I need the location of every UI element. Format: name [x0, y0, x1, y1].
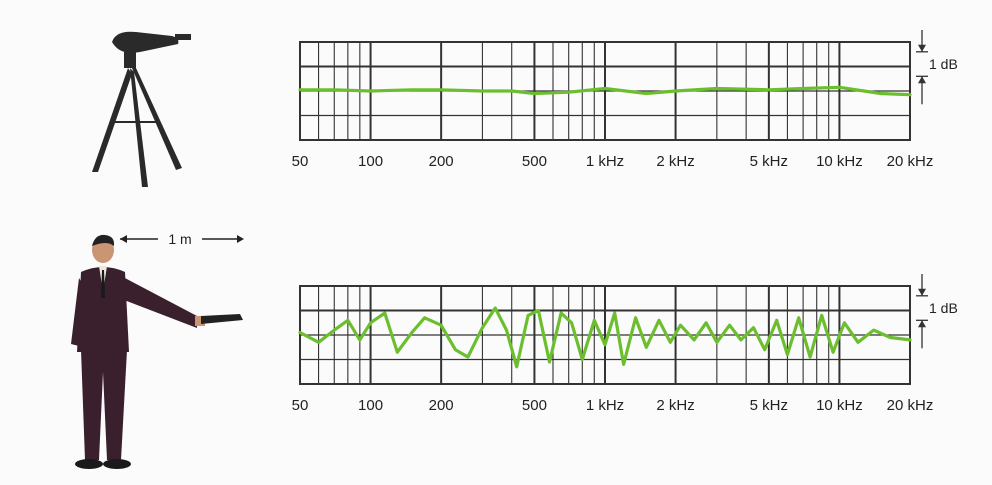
person-arm	[119, 276, 197, 328]
db-scale-label: 1 dB	[929, 300, 958, 316]
handheld-microphone	[201, 314, 243, 324]
x-tick-label: 5 kHz	[750, 397, 788, 414]
x-tick-label: 500	[522, 397, 547, 414]
microphone-on-tripod-icon	[92, 31, 191, 187]
distance-label: 1 m	[168, 231, 191, 247]
x-tick-label: 500	[522, 153, 547, 170]
person-tie	[101, 270, 105, 298]
x-tick-label: 100	[358, 153, 383, 170]
microphone-tip	[175, 34, 191, 40]
person-shoe-left	[75, 459, 103, 469]
distance-arrow: 1 m	[120, 231, 244, 247]
x-tick-label: 10 kHz	[816, 397, 863, 414]
x-tick-label: 2 kHz	[656, 153, 694, 170]
tripod-leg-center	[130, 68, 148, 187]
x-tick-label: 50	[292, 153, 309, 170]
person-holding-microphone-icon	[71, 234, 243, 469]
person-legs	[81, 350, 127, 460]
db-arrowhead-bottom	[918, 76, 926, 84]
x-tick-label: 20 kHz	[887, 397, 934, 414]
x-tick-label: 10 kHz	[816, 153, 863, 170]
x-tick-label: 1 kHz	[586, 397, 624, 414]
person-torso	[77, 267, 129, 352]
x-tick-label: 1 kHz	[586, 153, 624, 170]
tripod-head	[124, 52, 136, 68]
response-trace	[298, 306, 912, 369]
microphone-body	[112, 31, 179, 53]
person-hair	[92, 234, 115, 246]
person-shoe-right	[103, 459, 131, 469]
db-scale-label: 1 dB	[929, 56, 958, 72]
x-tick-label: 200	[429, 397, 454, 414]
x-tick-label: 20 kHz	[887, 153, 934, 170]
x-tick-label: 200	[429, 153, 454, 170]
db-arrowhead-top	[918, 44, 926, 52]
x-tick-label: 100	[358, 397, 383, 414]
db-arrowhead-top	[918, 288, 926, 296]
x-tick-label: 5 kHz	[750, 153, 788, 170]
chart-handheld: 50 100 200 500 1 kHz 2 kHz 5 kHz 10 kHz 20 kHz 1 …	[292, 274, 958, 414]
x-tick-label: 50	[292, 397, 309, 414]
chart-on-tripod: 50 100 200 500 1 kHz 2 kHz 5 kHz 10 kHz 20 kHz 1 …	[292, 30, 958, 170]
person-left-arm	[71, 278, 87, 346]
x-tick-label: 2 kHz	[656, 397, 694, 414]
response-trace	[298, 85, 912, 97]
tripod-leg-right	[132, 68, 182, 170]
tripod-leg-left	[92, 68, 132, 172]
db-arrowhead-bottom	[918, 320, 926, 328]
person-hand	[195, 316, 205, 326]
